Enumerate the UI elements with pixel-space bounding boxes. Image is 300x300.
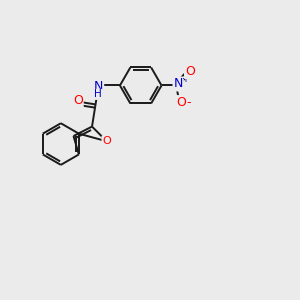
Text: N: N [94, 80, 103, 93]
Text: -: - [187, 96, 191, 109]
Text: N: N [173, 77, 183, 91]
Text: O: O [73, 94, 83, 107]
Text: H: H [94, 89, 102, 99]
Text: O: O [102, 136, 111, 146]
Text: O: O [177, 96, 187, 109]
Text: O: O [185, 65, 195, 78]
Text: +: + [181, 74, 189, 84]
